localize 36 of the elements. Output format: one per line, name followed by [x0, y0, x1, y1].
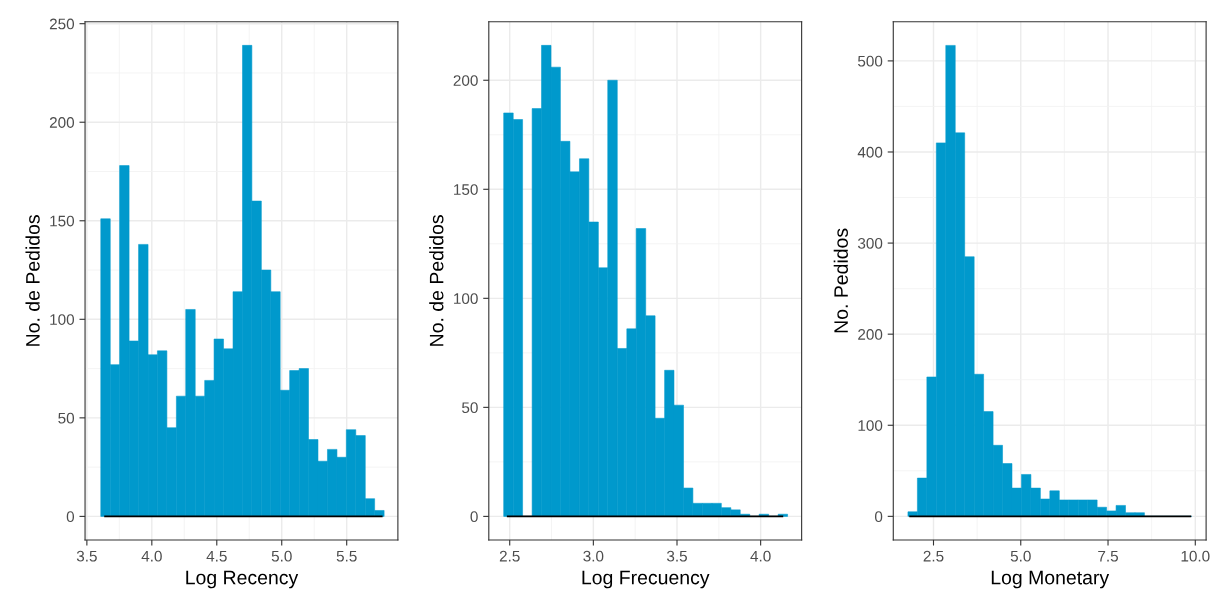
y-tick-label: 150 — [50, 215, 75, 227]
y-tick-label: 100 — [858, 420, 883, 431]
x-tick-label: 3.5 — [76, 550, 97, 562]
x-tick-label: 7.5 — [1098, 550, 1119, 562]
x-axis-title: Log Recency — [186, 570, 299, 589]
y-tick-label: 0 — [874, 511, 883, 523]
x-tick-label: 3.5 — [666, 550, 687, 562]
y-tick-label: 50 — [462, 402, 478, 414]
x-tick-label: 2.5 — [923, 550, 944, 562]
x-tick-label: 5.0 — [1010, 550, 1031, 562]
y-tick-label: 300 — [857, 237, 883, 249]
y-axis-title: No. Pedidos — [833, 228, 848, 333]
x-axis-title: Log Frecuency — [582, 570, 710, 589]
y-tick-label: 250 — [49, 18, 75, 30]
y-tick-label: 400 — [857, 146, 883, 158]
y-tick-label: 50 — [58, 412, 75, 424]
y-tick-label: 100 — [50, 314, 75, 325]
y-tick-label: 500 — [857, 55, 883, 67]
y-axis-title: No. de Pedidos — [429, 215, 444, 346]
y-axis-title: No. de Pedidos — [25, 215, 40, 346]
y-tick-label: 200 — [858, 329, 883, 340]
x-tick-label: 4.5 — [206, 550, 227, 562]
x-tick-label: 4.0 — [750, 550, 771, 562]
x-tick-label: 5.0 — [271, 550, 292, 562]
y-tick-label: 0 — [470, 511, 478, 523]
x-tick-label: 3.0 — [583, 550, 604, 562]
x-tick-label: 4.0 — [141, 550, 162, 562]
y-tick-label: 150 — [454, 184, 478, 195]
y-tick-label: 200 — [453, 75, 478, 86]
x-tick-label: 10.0 — [1181, 550, 1210, 562]
y-tick-label: 200 — [49, 117, 75, 128]
y-tick-label: 100 — [454, 293, 478, 305]
x-tick-label: 2.5 — [499, 550, 520, 562]
x-axis-title: Log Monetary — [991, 570, 1110, 589]
x-tick-label: 5.5 — [336, 550, 357, 562]
y-tick-label: 0 — [66, 511, 75, 523]
